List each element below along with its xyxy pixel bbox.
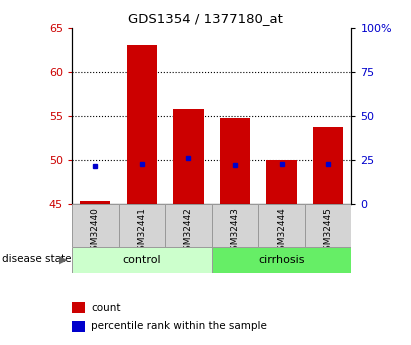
Bar bbox=[212, 204, 258, 247]
Text: GSM32444: GSM32444 bbox=[277, 207, 286, 256]
Bar bbox=[72, 321, 85, 332]
Text: GSM32442: GSM32442 bbox=[184, 207, 193, 256]
Bar bbox=[165, 204, 212, 247]
Text: cirrhosis: cirrhosis bbox=[258, 255, 305, 265]
Text: GDS1354 / 1377180_at: GDS1354 / 1377180_at bbox=[128, 12, 283, 25]
Bar bbox=[313, 127, 343, 204]
Bar bbox=[266, 159, 297, 204]
Bar bbox=[220, 118, 250, 204]
Bar bbox=[173, 109, 203, 204]
Text: disease state: disease state bbox=[2, 255, 72, 264]
Text: percentile rank within the sample: percentile rank within the sample bbox=[92, 321, 268, 331]
Text: GSM32445: GSM32445 bbox=[323, 207, 332, 256]
Text: control: control bbox=[122, 255, 161, 265]
Bar bbox=[72, 302, 85, 313]
Bar bbox=[258, 204, 305, 247]
Text: GSM32440: GSM32440 bbox=[91, 207, 100, 256]
Text: GSM32443: GSM32443 bbox=[231, 207, 240, 256]
Bar bbox=[127, 45, 157, 204]
Bar bbox=[72, 204, 118, 247]
Bar bbox=[72, 247, 212, 273]
Bar bbox=[118, 204, 165, 247]
Text: ▶: ▶ bbox=[60, 255, 68, 264]
Bar bbox=[305, 204, 351, 247]
Text: count: count bbox=[92, 303, 121, 313]
Text: GSM32441: GSM32441 bbox=[137, 207, 146, 256]
Bar bbox=[80, 201, 110, 204]
Bar bbox=[212, 247, 351, 273]
